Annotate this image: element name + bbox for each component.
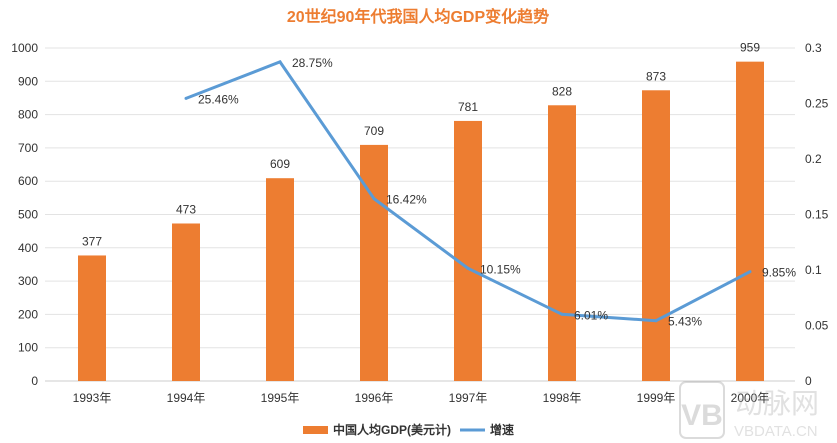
watermark: VB 动脉网 VBDATA.CN <box>679 381 819 440</box>
left-tick-label: 600 <box>18 174 38 188</box>
bar <box>454 120 482 381</box>
x-tick-label: 1995年 <box>261 391 300 405</box>
x-tick-label: 2000年 <box>731 391 770 405</box>
right-tick-label: 0.2 <box>805 152 822 166</box>
bar-label: 873 <box>646 69 666 83</box>
watermark-text: VBDATA.CN <box>734 423 818 440</box>
line-label: 5.43% <box>668 315 702 329</box>
line-label: 25.46% <box>198 92 239 106</box>
bar-label: 959 <box>740 41 760 55</box>
right-tick-label: 0.05 <box>805 319 829 333</box>
x-tick-label: 1996年 <box>355 391 394 405</box>
line-label: 16.42% <box>386 193 427 207</box>
line-label: 10.15% <box>480 262 521 276</box>
bar-label: 709 <box>364 124 384 138</box>
right-tick-label: 0 <box>805 374 812 388</box>
chart-title: 20世纪90年代我国人均GDP变化趋势 <box>287 7 549 26</box>
growth-line <box>185 60 751 323</box>
left-tick-label: 100 <box>18 341 38 355</box>
x-tick-label: 1998年 <box>543 391 582 405</box>
bar-label: 609 <box>270 157 290 171</box>
left-tick-label: 500 <box>18 208 38 222</box>
bar <box>360 144 388 381</box>
line-label: 9.85% <box>762 266 796 280</box>
svg-text:VB: VB <box>681 399 723 432</box>
legend: 中国人均GDP(美元计) 增速 <box>303 422 514 437</box>
bar-label: 473 <box>176 202 196 216</box>
right-tick-label: 0.25 <box>805 97 829 111</box>
bar-label: 828 <box>552 84 572 98</box>
left-tick-label: 300 <box>18 274 38 288</box>
left-tick-label: 400 <box>18 241 38 255</box>
bar <box>266 178 294 381</box>
bar-label: 781 <box>458 100 478 114</box>
left-tick-label: 0 <box>31 374 38 388</box>
line-label: 6.01% <box>574 308 608 322</box>
x-tick-label: 1993年 <box>73 391 112 405</box>
right-tick-label: 0.15 <box>805 208 829 222</box>
left-tick-label: 1000 <box>11 41 38 55</box>
x-tick-label: 1994年 <box>167 391 206 405</box>
left-tick-label: 200 <box>18 307 38 321</box>
bar <box>548 105 576 381</box>
right-tick-label: 0.1 <box>805 263 822 277</box>
bar <box>736 61 764 381</box>
right-tick-label: 0.3 <box>805 41 822 55</box>
left-tick-label: 800 <box>18 108 38 122</box>
bar <box>78 255 106 381</box>
x-tick-label: 1999年 <box>637 391 676 405</box>
left-tick-label: 700 <box>18 141 38 155</box>
bar <box>172 223 200 381</box>
bar <box>642 90 670 381</box>
legend-swatch-bar <box>303 426 328 434</box>
x-tick-label: 1997年 <box>449 391 488 405</box>
left-tick-label: 900 <box>18 74 38 88</box>
legend-label-growth: 增速 <box>490 422 514 437</box>
watermark-logo: 动脉网 <box>735 388 819 419</box>
bar-label: 377 <box>82 234 102 248</box>
line-label: 28.75% <box>292 56 333 70</box>
legend-label-gdp: 中国人均GDP(美元计) <box>333 422 451 437</box>
